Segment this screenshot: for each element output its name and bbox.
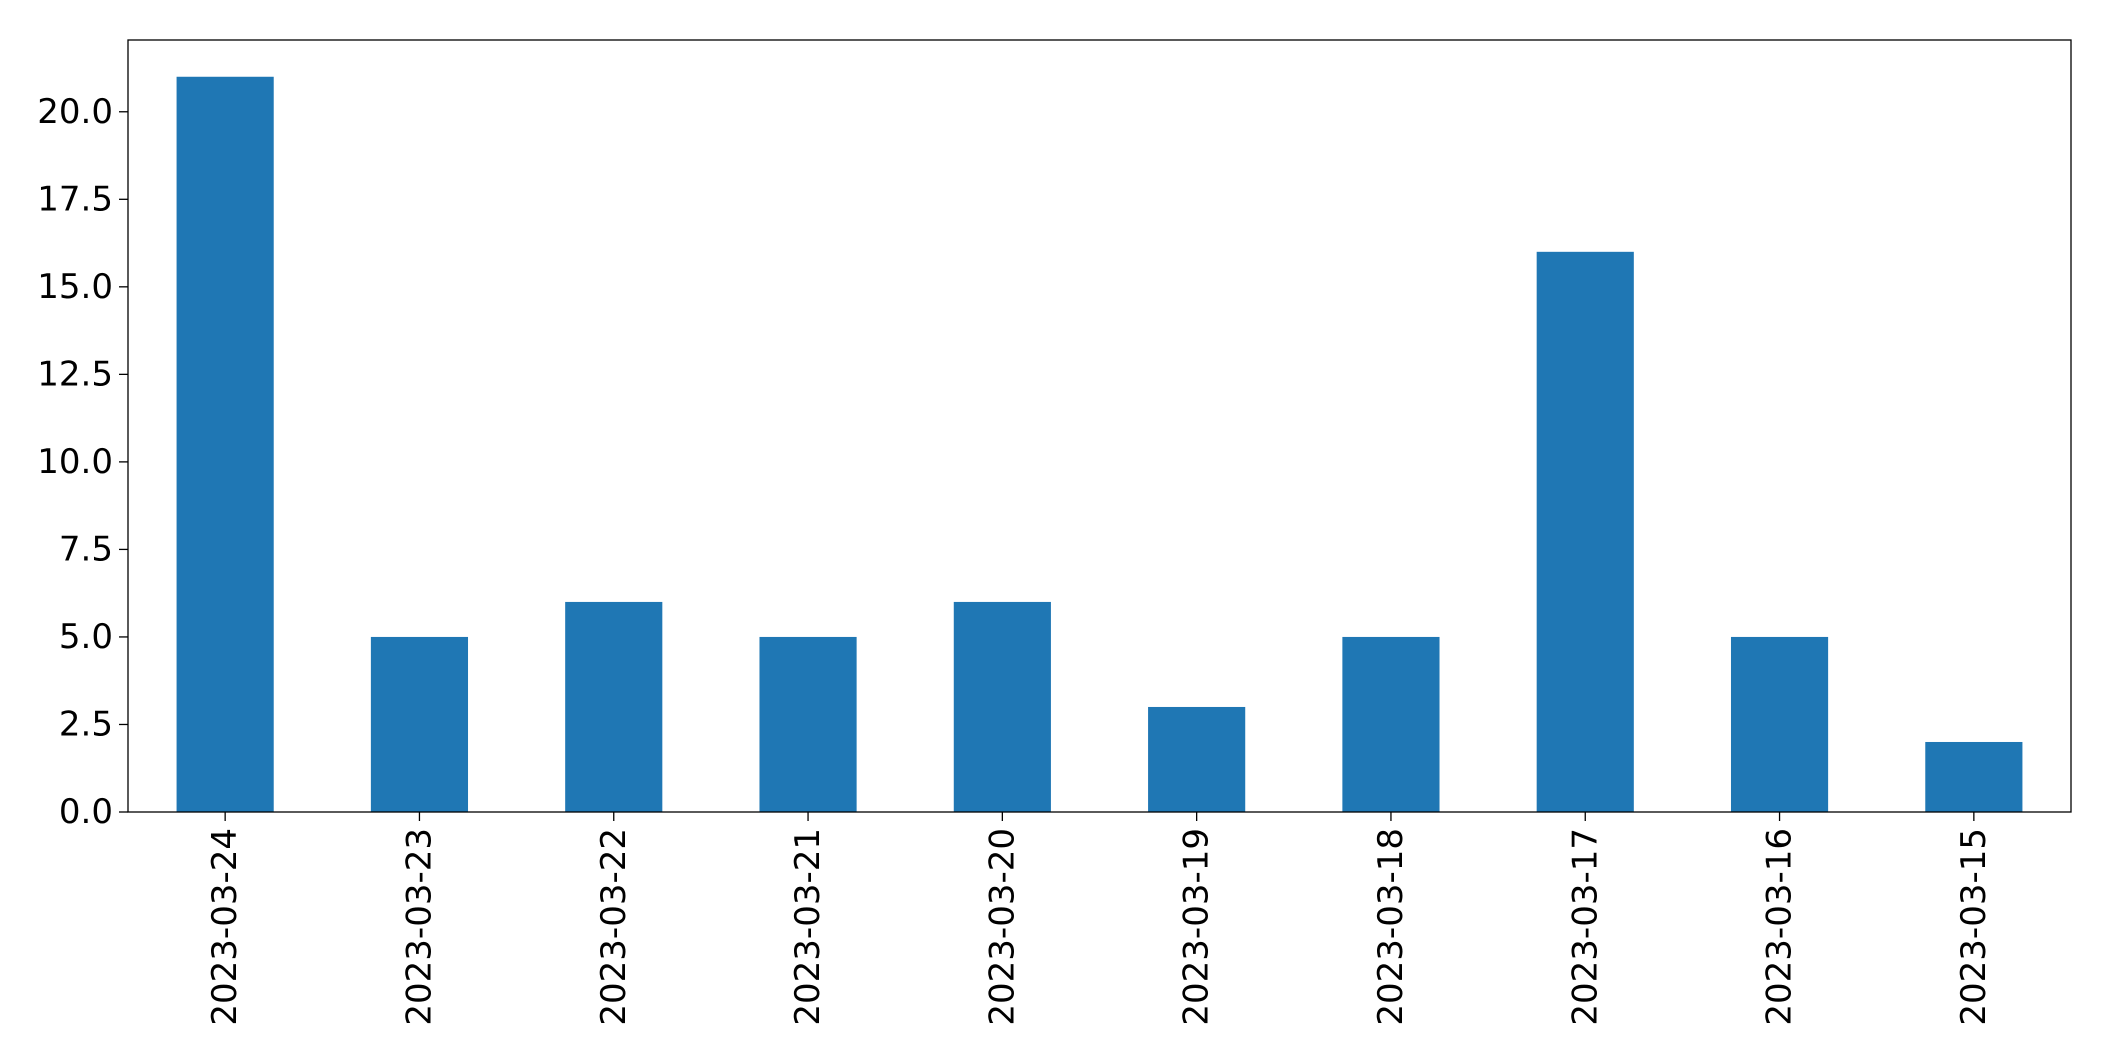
y-axis: 0.0 2.5 5.0 7.5 10.0 12.5 15.0 17.5 20.0 [37, 92, 128, 832]
y-tick-label: 15.0 [37, 267, 113, 307]
bar-2023-03-23 [370, 636, 469, 812]
x-tick-label: 2023-03-18 [1371, 828, 1411, 1026]
bar-2023-03-15 [1925, 741, 2023, 812]
y-tick-label: 12.5 [37, 354, 113, 394]
bar-2023-03-16 [1730, 636, 1829, 812]
plot-frame [127, 39, 2072, 813]
y-tick-label: 20.0 [37, 92, 113, 132]
x-tick-label: 2023-03-23 [399, 828, 439, 1026]
x-tick-label: 2023-03-22 [594, 828, 634, 1026]
bar-2023-03-20 [953, 601, 1051, 812]
x-tick-label: 2023-03-21 [788, 828, 828, 1026]
y-tick-label: 17.5 [37, 179, 113, 219]
y-tick-label: 5.0 [59, 617, 113, 657]
bar-2023-03-19 [1148, 706, 1246, 812]
bar-2023-03-21 [759, 636, 857, 812]
bar-2023-03-17 [1536, 251, 1634, 812]
bar-2023-03-24 [176, 76, 274, 812]
x-tick-label: 2023-03-24 [205, 828, 245, 1026]
x-axis: 2023-03-24 2023-03-23 2023-03-22 2023-03-21… [205, 812, 1994, 1026]
y-tick-label: 10.0 [37, 442, 113, 482]
bar-2023-03-18 [1342, 636, 1440, 812]
y-tick-label: 7.5 [59, 529, 113, 569]
x-tick-label: 2023-03-17 [1565, 828, 1605, 1026]
y-tick-label: 2.5 [59, 704, 113, 744]
y-tick-label: 0.0 [59, 792, 113, 832]
bar-2023-03-22 [565, 601, 663, 812]
x-tick-label: 2023-03-20 [982, 828, 1022, 1026]
x-tick-label: 2023-03-15 [1954, 828, 1994, 1026]
x-tick-label: 2023-03-16 [1760, 828, 1800, 1026]
x-tick-label: 2023-03-19 [1177, 828, 1217, 1026]
bars [176, 76, 2023, 812]
